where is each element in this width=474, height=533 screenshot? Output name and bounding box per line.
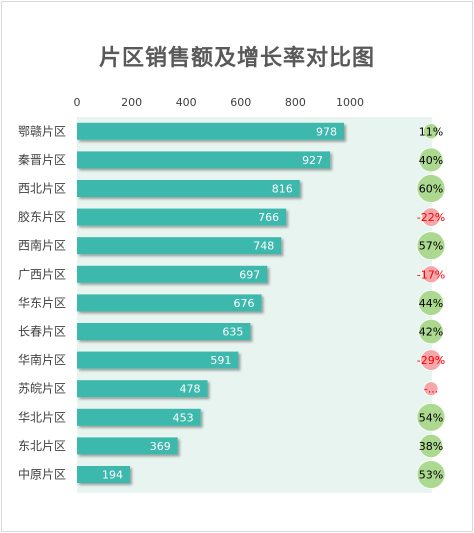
category-label: 华北片区 — [18, 410, 66, 424]
growth-bubble — [418, 147, 444, 173]
bar-value-label: 369 — [150, 440, 171, 453]
category-label: 华南片区 — [18, 352, 66, 367]
bar-value-label: 697 — [239, 268, 260, 281]
category-label: 广西片区 — [18, 267, 66, 281]
category-label: 胶东片区 — [18, 209, 66, 224]
growth-label: -29% — [417, 354, 445, 367]
growth-bubble — [420, 349, 442, 371]
bar-value-label: 591 — [210, 354, 231, 367]
chart-title: 片区销售额及增长率对比图 — [98, 46, 375, 71]
growth-label: -22% — [417, 211, 445, 224]
growth-bubble — [416, 460, 446, 489]
bar-value-label: 927 — [302, 154, 323, 167]
sales-bar — [77, 351, 239, 369]
growth-label: 40% — [419, 154, 443, 167]
growth-bubble — [423, 381, 439, 397]
x-tick-label: 0 — [74, 96, 81, 109]
growth-bubble — [417, 289, 444, 316]
bar-value-label: 676 — [234, 297, 255, 310]
sales-bar — [77, 265, 268, 283]
growth-bubble — [418, 433, 444, 458]
growth-label: 57% — [419, 240, 443, 253]
sales-bar — [77, 380, 208, 398]
bar-value-label: 194 — [102, 469, 123, 482]
x-tick-label: 600 — [230, 96, 251, 109]
growth-bubble — [418, 318, 444, 345]
category-label: 西南片区 — [18, 238, 66, 253]
bar-value-label: 978 — [316, 125, 337, 138]
growth-label: 44% — [419, 297, 443, 310]
bar-value-label: 453 — [173, 411, 194, 424]
growth-label: 38% — [419, 440, 443, 453]
x-tick-label: 200 — [121, 96, 142, 109]
category-label: 苏皖片区 — [18, 382, 66, 396]
growth-label: 60% — [419, 183, 443, 196]
sales-bar — [77, 437, 178, 455]
growth-label: -... — [424, 383, 438, 396]
category-label: 西北片区 — [18, 182, 66, 196]
growth-label: 42% — [419, 326, 443, 339]
sales-bar — [77, 237, 282, 255]
sales-bar — [77, 208, 287, 226]
category-label: 东北片区 — [18, 439, 66, 453]
sales-bar — [77, 408, 201, 426]
x-tick-label: 1000 — [336, 96, 364, 109]
growth-label: 53% — [419, 469, 443, 482]
sales-bar — [77, 294, 262, 312]
sales-bar — [77, 180, 300, 197]
growth-bubble — [416, 174, 446, 203]
bar-value-label: 766 — [258, 211, 279, 224]
x-tick-label: 400 — [176, 96, 197, 109]
growth-bubble — [416, 402, 446, 432]
growth-label: 11% — [419, 125, 443, 138]
category-label: 华东片区 — [18, 296, 66, 310]
sales-bar — [77, 151, 331, 169]
bar-value-label: 478 — [179, 383, 200, 396]
sales-bar — [77, 122, 344, 140]
growth-bubble — [422, 265, 440, 284]
category-label: 中原片区 — [18, 467, 66, 482]
sales-bar — [77, 323, 251, 340]
growth-label: 54% — [419, 411, 443, 424]
category-label: 鄂赣片区 — [18, 124, 66, 138]
growth-bubble — [422, 123, 440, 140]
growth-bubble — [416, 231, 446, 261]
bar-value-label: 816 — [272, 183, 293, 196]
bar-value-label: 635 — [222, 326, 243, 339]
category-label: 秦晋片区 — [18, 153, 66, 167]
category-label: 长春片区 — [18, 325, 66, 339]
bar-value-label: 748 — [253, 240, 274, 253]
growth-label: -17% — [417, 268, 445, 281]
sales-bar — [77, 466, 130, 483]
x-tick-label: 800 — [285, 96, 306, 109]
growth-bubble — [421, 207, 441, 227]
